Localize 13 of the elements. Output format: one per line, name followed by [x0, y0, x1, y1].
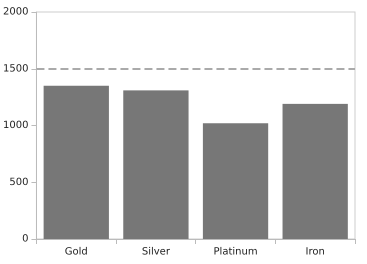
- bar: [282, 104, 348, 239]
- y-tick-label: 500: [9, 176, 28, 188]
- x-tick-label: Platinum: [214, 246, 258, 258]
- x-tick-label: Silver: [142, 246, 171, 258]
- bar: [44, 86, 109, 239]
- x-tick-label: Iron: [306, 246, 325, 258]
- y-tick-label: 1000: [2, 120, 28, 131]
- bar: [202, 123, 268, 239]
- x-tick-label: Gold: [64, 246, 88, 258]
- y-tick-label: 0: [22, 234, 28, 244]
- y-tick-label: 2000: [2, 6, 28, 18]
- bar: [123, 90, 189, 239]
- y-tick-label: 1500: [2, 63, 28, 74]
